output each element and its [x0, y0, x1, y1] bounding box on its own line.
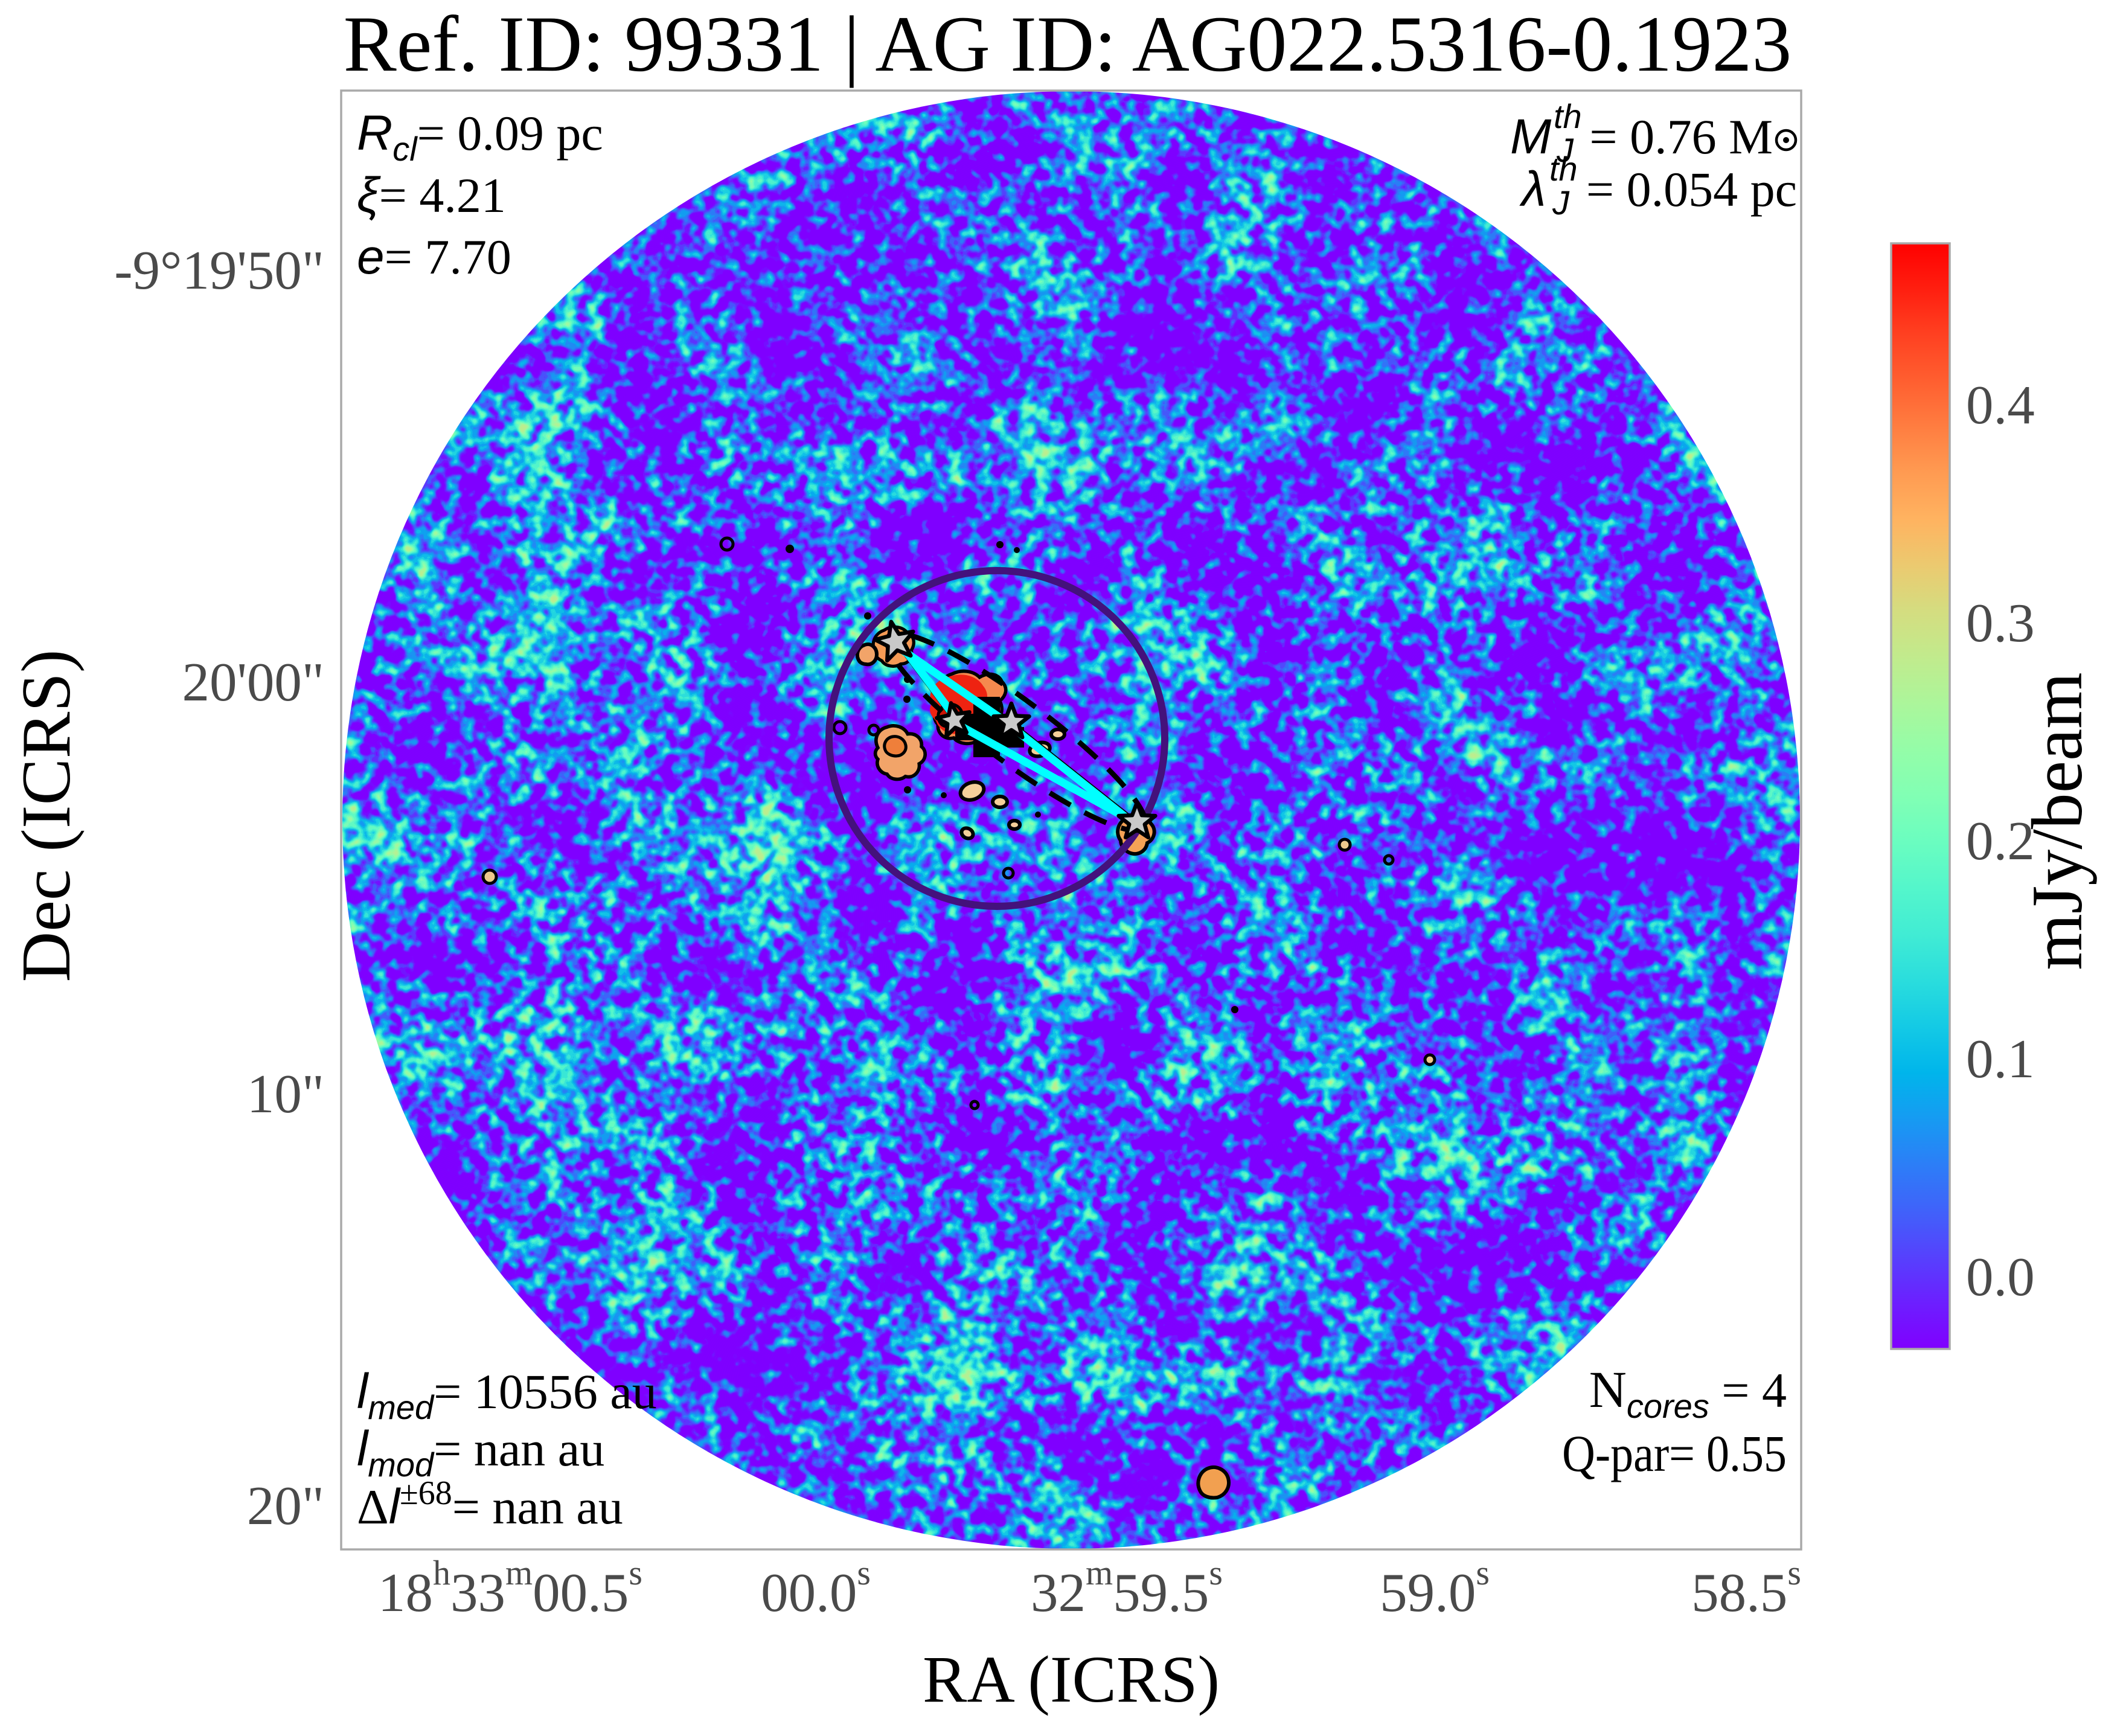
svg-text:lmed= 10556 au: lmed= 10556 au: [357, 1364, 657, 1426]
svg-text:Ref. ID: 99331 | AG ID: AG022.: Ref. ID: 99331 | AG ID: AG022.5316-0.192…: [344, 0, 1792, 88]
svg-text:e= 7.70: e= 7.70: [357, 229, 511, 284]
svg-text:J: J: [1552, 184, 1570, 222]
svg-text:Rcl= 0.09 pc: Rcl= 0.09 pc: [357, 106, 603, 168]
svg-text:20'00": 20'00": [182, 652, 324, 713]
svg-text:32m59.5s: 32m59.5s: [1031, 1553, 1223, 1623]
svg-text:00.0s: 00.0s: [761, 1553, 871, 1623]
svg-text:58.5s: 58.5s: [1691, 1553, 1801, 1623]
svg-text:0.2: 0.2: [1966, 810, 2035, 871]
svg-text:10": 10": [247, 1063, 324, 1124]
svg-text:= 0.054 pc: = 0.054 pc: [1586, 162, 1797, 217]
svg-text:0.0: 0.0: [1966, 1246, 2035, 1307]
svg-text:Dec (ICRS): Dec (ICRS): [8, 650, 85, 982]
svg-text:Δl±68= nan au: Δl±68= nan au: [357, 1475, 623, 1534]
svg-text:mJy/beam: mJy/beam: [2017, 672, 2097, 970]
svg-text:λ: λ: [1519, 162, 1546, 217]
svg-text:-9°19'50": -9°19'50": [114, 240, 324, 301]
svg-text:J: J: [1556, 131, 1574, 169]
svg-text:ξ= 4.21: ξ= 4.21: [357, 168, 506, 223]
svg-text:RA (ICRS): RA (ICRS): [923, 1642, 1220, 1716]
svg-text:Ncores = 4: Ncores = 4: [1589, 1360, 1787, 1425]
svg-text:Q-par= 0.55: Q-par= 0.55: [1562, 1424, 1787, 1482]
svg-text:18h33m00.5s: 18h33m00.5s: [378, 1553, 642, 1623]
svg-text:59.0s: 59.0s: [1380, 1553, 1490, 1623]
svg-text:0.3: 0.3: [1966, 592, 2035, 653]
svg-text:0.4: 0.4: [1966, 374, 2035, 435]
svg-text:0.1: 0.1: [1966, 1028, 2035, 1089]
svg-text:th: th: [1549, 150, 1578, 188]
svg-text:= 0.76 M: = 0.76 M: [1589, 109, 1773, 164]
svg-text:M: M: [1510, 109, 1552, 164]
svg-text:th: th: [1554, 97, 1582, 135]
svg-text:20": 20": [247, 1475, 324, 1536]
svg-text:lmod= nan au: lmod= nan au: [357, 1421, 604, 1484]
